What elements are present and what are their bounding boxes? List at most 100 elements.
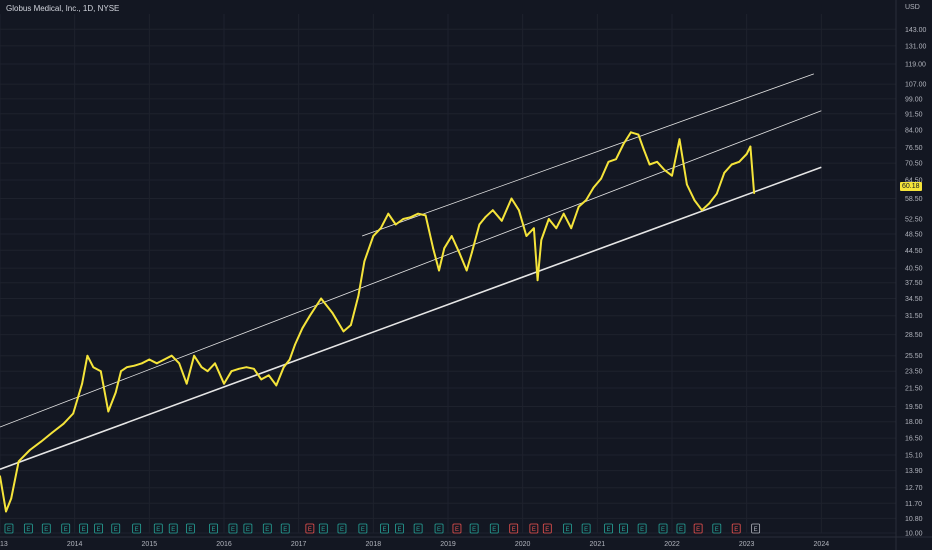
earnings-marker[interactable] bbox=[563, 523, 572, 534]
earnings-marker[interactable] bbox=[395, 523, 404, 534]
earnings-marker-label: E bbox=[97, 527, 101, 533]
price-point bbox=[642, 148, 645, 150]
currency-label: USD bbox=[905, 4, 920, 11]
earnings-marker-label: E bbox=[679, 527, 683, 533]
price-point bbox=[723, 171, 726, 174]
price-point bbox=[753, 192, 756, 195]
earnings-marker[interactable] bbox=[731, 523, 741, 534]
earnings-marker[interactable] bbox=[4, 523, 14, 534]
earnings-marker[interactable] bbox=[434, 523, 444, 534]
price-point bbox=[678, 138, 681, 141]
earnings-marker[interactable] bbox=[637, 523, 647, 534]
y-tick-label: 37.50 bbox=[905, 280, 923, 287]
price-point bbox=[648, 163, 651, 166]
price-point bbox=[536, 279, 539, 282]
price-point bbox=[585, 199, 588, 202]
earnings-marker[interactable] bbox=[452, 523, 462, 534]
price-point bbox=[10, 497, 13, 500]
price-point bbox=[424, 214, 427, 217]
earnings-marker[interactable] bbox=[243, 523, 253, 534]
earnings-marker-label: E bbox=[361, 527, 365, 533]
earnings-marker-label: E bbox=[696, 527, 700, 533]
price-point bbox=[607, 160, 610, 163]
price-point bbox=[170, 354, 173, 357]
price-point bbox=[148, 358, 151, 361]
price-point bbox=[562, 212, 565, 215]
earnings-marker[interactable] bbox=[305, 523, 315, 534]
earnings-marker[interactable] bbox=[358, 523, 368, 534]
earnings-marker-label: E bbox=[283, 527, 287, 533]
price-point bbox=[245, 366, 248, 369]
earnings-marker[interactable] bbox=[529, 523, 539, 534]
price-point bbox=[350, 324, 352, 326]
x-tick-label: 2020 bbox=[515, 541, 531, 548]
price-point bbox=[700, 209, 703, 212]
price-point bbox=[357, 294, 360, 297]
y-tick-label: 119.00 bbox=[905, 62, 926, 69]
earnings-marker[interactable] bbox=[153, 523, 163, 534]
price-point bbox=[409, 216, 412, 219]
earnings-marker[interactable] bbox=[280, 523, 290, 534]
x-tick-label: 2024 bbox=[814, 541, 830, 548]
price-point bbox=[282, 366, 285, 369]
earnings-marker[interactable] bbox=[79, 523, 89, 534]
earnings-marker[interactable] bbox=[132, 523, 142, 534]
price-point bbox=[99, 370, 102, 373]
earnings-marker[interactable] bbox=[318, 523, 328, 534]
x-tick-label: 2015 bbox=[142, 541, 158, 548]
earnings-marker[interactable] bbox=[712, 523, 722, 534]
earnings-marker[interactable] bbox=[413, 523, 423, 534]
price-point bbox=[540, 239, 543, 241]
price-point bbox=[230, 370, 233, 373]
earnings-marker[interactable] bbox=[61, 523, 71, 534]
earnings-marker[interactable] bbox=[185, 523, 195, 534]
earnings-marker[interactable] bbox=[168, 523, 178, 534]
earnings-marker[interactable] bbox=[581, 523, 591, 534]
earnings-marker[interactable] bbox=[751, 523, 761, 534]
earnings-marker[interactable] bbox=[676, 523, 686, 534]
x-tick-label: 2023 bbox=[739, 541, 755, 548]
channel-lines bbox=[0, 73, 822, 471]
earnings-marker[interactable] bbox=[262, 523, 272, 534]
price-point bbox=[40, 440, 42, 443]
price-point bbox=[193, 354, 196, 357]
earnings-marker[interactable] bbox=[337, 523, 347, 534]
price-point bbox=[577, 205, 580, 208]
y-tick-label: 10.00 bbox=[905, 531, 923, 538]
price-point bbox=[484, 216, 487, 219]
earnings-marker[interactable] bbox=[693, 523, 703, 534]
price-point bbox=[288, 358, 291, 361]
price-point bbox=[749, 145, 752, 148]
earnings-marker[interactable] bbox=[209, 523, 218, 534]
earnings-marker[interactable] bbox=[94, 523, 103, 534]
earnings-marker[interactable] bbox=[658, 523, 668, 534]
earnings-marker[interactable] bbox=[604, 523, 613, 534]
y-tick-label: 48.50 bbox=[905, 232, 923, 239]
earnings-marker[interactable] bbox=[228, 523, 238, 534]
earnings-marker[interactable] bbox=[469, 523, 479, 534]
y-tick-label: 21.50 bbox=[905, 386, 923, 393]
earnings-marker-label: E bbox=[383, 527, 387, 533]
x-tick-label: 2014 bbox=[67, 541, 83, 548]
price-point bbox=[622, 143, 625, 145]
y-tick-label: 31.50 bbox=[905, 313, 923, 320]
y-tick-label: 28.50 bbox=[905, 332, 923, 339]
price-point bbox=[185, 382, 188, 385]
y-axis: 143.00 131.00 119.00 107.00 99.00 91.50 84.00 7… bbox=[895, 0, 927, 550]
price-point bbox=[28, 449, 31, 451]
earnings-marker[interactable] bbox=[489, 523, 499, 534]
earnings-marker[interactable] bbox=[41, 523, 51, 534]
earnings-marker-label: E bbox=[640, 527, 644, 533]
y-tick-label: 107.00 bbox=[905, 82, 927, 89]
earnings-marker[interactable] bbox=[111, 523, 121, 534]
earnings-marker[interactable] bbox=[619, 523, 628, 534]
y-tick-label: 64.50 bbox=[905, 178, 923, 185]
earnings-marker[interactable] bbox=[542, 523, 552, 534]
earnings-marker[interactable] bbox=[509, 523, 519, 534]
earnings-marker[interactable] bbox=[380, 523, 389, 534]
earnings-marker[interactable] bbox=[23, 523, 33, 534]
earnings-marker-label: E bbox=[607, 527, 611, 533]
earnings-marker-label: E bbox=[512, 527, 516, 533]
